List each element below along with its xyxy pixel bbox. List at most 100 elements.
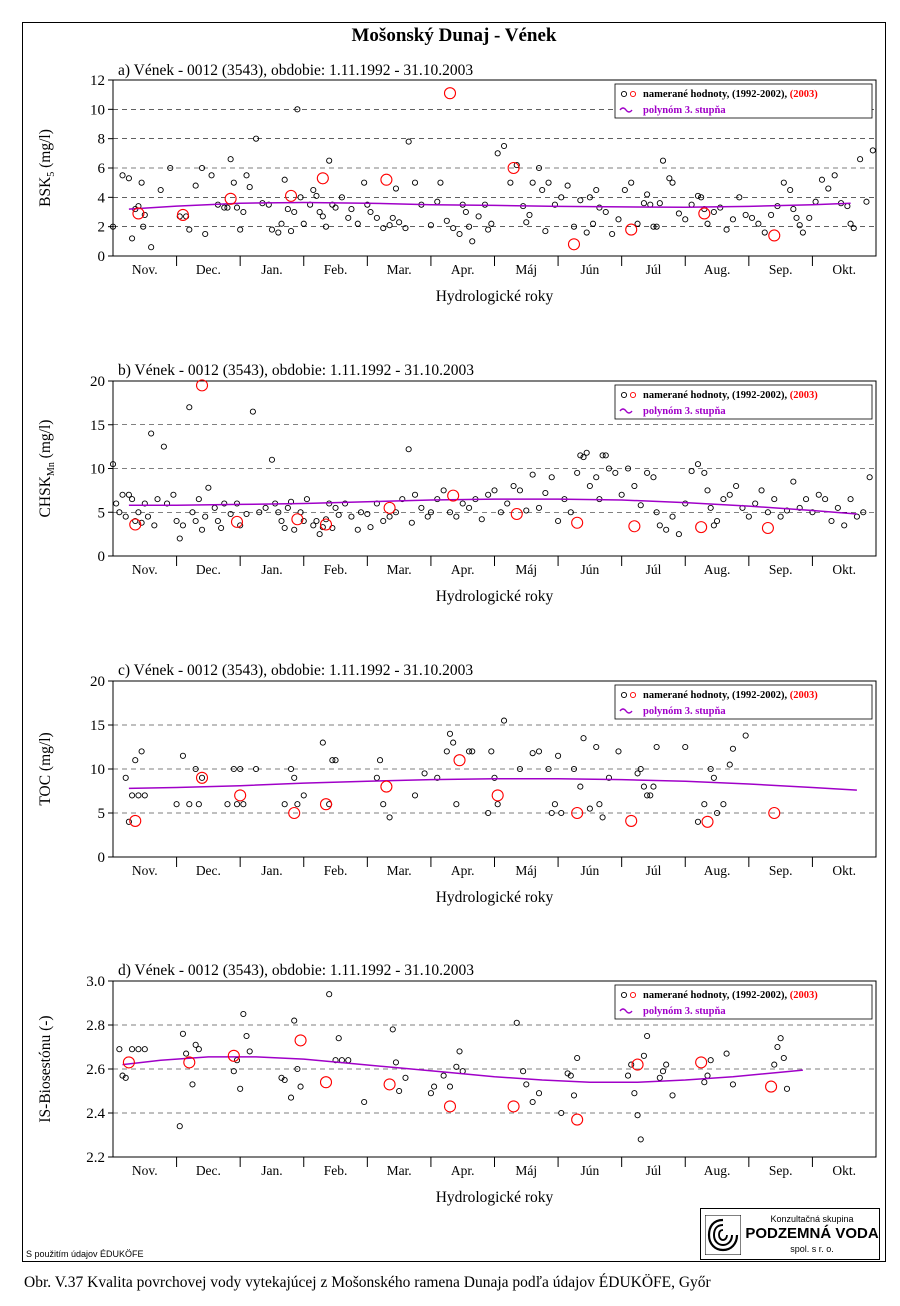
data-point — [704, 487, 711, 494]
data-point — [256, 509, 263, 516]
data-point — [605, 465, 613, 472]
data-point — [551, 201, 558, 208]
data-point — [291, 1017, 298, 1024]
data-point — [707, 765, 714, 773]
data-point — [316, 531, 323, 538]
data-point-2003 — [230, 515, 244, 528]
y-tick-label: 15 — [90, 418, 105, 434]
data-point-2003 — [234, 789, 247, 802]
data-point — [863, 198, 870, 205]
data-point — [586, 194, 593, 201]
x-tick-label: Apr. — [451, 863, 475, 878]
data-point — [869, 147, 876, 154]
y-axis-label: BSK5 (mg/l) — [37, 129, 57, 207]
data-point-2003 — [443, 87, 457, 100]
data-point — [138, 748, 145, 755]
data-point — [140, 223, 147, 230]
data-point-2003 — [628, 520, 641, 533]
data-point-2003 — [224, 192, 237, 205]
x-tick-label: Jan. — [261, 262, 282, 277]
data-point-2003 — [625, 814, 638, 827]
data-point — [198, 526, 206, 533]
data-point — [202, 230, 209, 238]
data-point — [570, 223, 578, 230]
data-point — [310, 522, 317, 529]
data-point-2003 — [195, 771, 209, 784]
data-point — [637, 765, 644, 773]
data-point — [294, 106, 301, 113]
data-point — [815, 491, 822, 498]
data-point — [497, 509, 504, 516]
data-point-2003 — [453, 754, 466, 767]
x-tick-label: Nov. — [132, 863, 158, 878]
data-point — [243, 172, 250, 179]
data-point — [116, 509, 123, 516]
data-point — [774, 1043, 781, 1051]
x-tick-label: Máj — [515, 1163, 537, 1178]
data-point — [326, 991, 333, 998]
data-point — [656, 1074, 663, 1081]
data-point — [224, 801, 231, 808]
x-tick-label: Júl — [646, 562, 662, 577]
data-point — [405, 446, 412, 453]
data-point-2003 — [319, 798, 333, 811]
data-point — [284, 206, 291, 213]
legend-poly-label: polynóm 3. stupňa — [643, 406, 726, 417]
data-point — [380, 801, 387, 808]
data-point — [411, 792, 419, 799]
y-tick-label: 10 — [90, 462, 105, 478]
legend-box — [614, 984, 873, 1020]
x-tick-label: Júl — [646, 863, 662, 878]
data-point — [221, 204, 228, 211]
data-point — [411, 491, 419, 498]
data-point — [548, 809, 555, 817]
data-point — [615, 748, 622, 755]
data-point — [456, 1048, 463, 1055]
data-point — [771, 496, 778, 503]
x-tick-label: Aug. — [704, 562, 731, 577]
x-tick-label: Okt. — [832, 262, 856, 277]
data-point — [564, 182, 571, 189]
data-point — [294, 801, 301, 808]
data-point — [640, 200, 647, 207]
data-point — [129, 1046, 136, 1053]
data-point — [198, 774, 206, 781]
data-point — [233, 801, 241, 808]
data-point-2003 — [631, 1058, 644, 1071]
x-axis-label: Hydrologické roky — [436, 588, 554, 605]
logo-main-text: PODZEMNÁ VODA — [745, 1225, 879, 1242]
y-tick-label: 12 — [90, 73, 105, 89]
data-point — [281, 524, 288, 532]
data-point — [529, 1098, 536, 1106]
x-tick-label: Sep. — [769, 1163, 793, 1178]
data-point — [780, 1054, 787, 1062]
data-point-2003 — [122, 1056, 135, 1069]
data-point — [227, 156, 234, 163]
data-point — [853, 513, 860, 520]
data-point — [647, 792, 654, 799]
data-point — [555, 517, 562, 525]
data-point — [822, 496, 829, 503]
legend-poly-icon — [619, 708, 633, 714]
data-point — [599, 452, 606, 459]
data-point — [275, 229, 282, 236]
data-point — [828, 517, 835, 525]
y-tick-label: 8 — [98, 132, 106, 148]
legend-measured-label: namerané hodnoty, (1992-2002), (2003) — [643, 690, 818, 701]
data-point — [574, 1054, 581, 1062]
data-point — [583, 229, 590, 236]
data-point — [443, 748, 450, 755]
data-point-2003 — [383, 1078, 396, 1091]
data-point — [380, 517, 387, 525]
x-tick-label: Júl — [646, 262, 662, 277]
data-point — [135, 792, 142, 799]
data-point — [291, 774, 298, 781]
data-point — [469, 748, 476, 755]
panel-title: b) Vének - 0012 (3543), obdobie: 1.11.19… — [118, 362, 474, 379]
data-point — [771, 1061, 778, 1068]
legend: namerané hodnoty, (1992-2002), (2003) pol… — [614, 684, 873, 720]
data-point-2003 — [507, 1100, 520, 1113]
data-point — [453, 1063, 460, 1070]
data-point — [192, 517, 199, 525]
data-point — [558, 1109, 565, 1117]
